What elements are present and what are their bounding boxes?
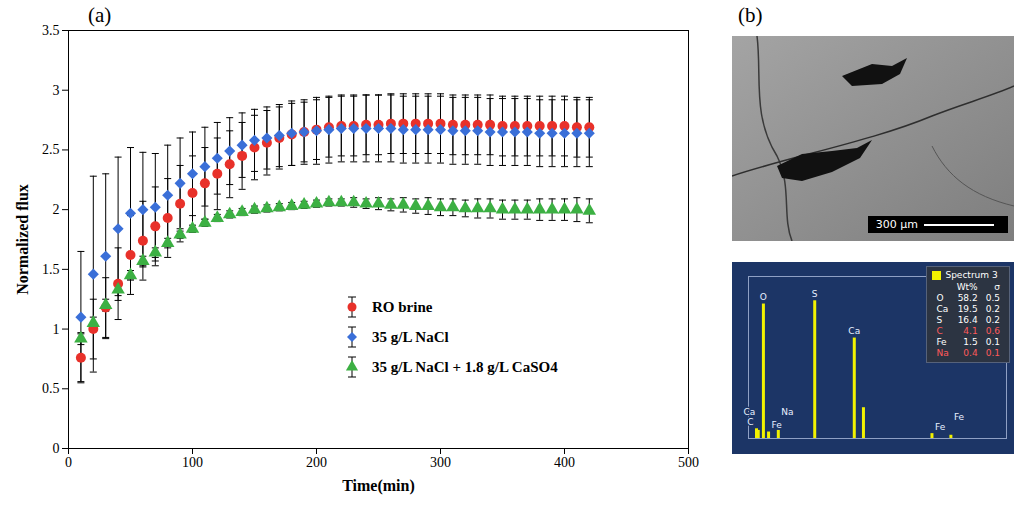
html-text:0.1: 0.1 [985,348,1000,358]
html-text:0.5: 0.5 [985,293,1000,303]
html-text:C: C [936,326,943,336]
svg-text:S: S [812,289,818,299]
svg-text:Fe: Fe [772,420,783,430]
html-text:O: O [936,293,944,303]
svg-text:0: 0 [65,455,72,470]
svg-text:300: 300 [430,455,451,470]
svg-text:500: 500 [678,455,699,470]
html-text:0.2: 0.2 [985,304,1000,314]
svg-text:Normalized flux: Normalized flux [14,184,31,295]
html-text:(b): (b) [738,3,763,27]
svg-text:400: 400 [554,455,575,470]
html-text:16.4: 16.4 [957,315,978,325]
html-text:S: S [936,315,943,325]
svg-text:Ca: Ca [848,326,860,336]
html-text:Ca: Ca [936,304,949,314]
svg-text:0.5: 0.5 [42,381,60,396]
svg-text:Ca: Ca [743,407,755,417]
svg-text:200: 200 [306,455,327,470]
svg-text:1.5: 1.5 [42,262,60,277]
html-text:Spectrum 3: Spectrum 3 [945,270,998,280]
html-text:35 g/L NaCl: 35 g/L NaCl [372,328,449,345]
html-text:0.2: 0.2 [985,315,1000,325]
html-text:1.5: 1.5 [963,337,978,347]
svg-text:0: 0 [53,441,60,456]
html-text:19.5: 19.5 [957,304,978,314]
html-text:Wt%: Wt% [956,282,978,292]
html-text:35 g/L NaCl + 1.8 g/L CaSO4: 35 g/L NaCl + 1.8 g/L CaSO4 [372,358,558,375]
html-text:σ: σ [994,282,1000,292]
html-text:0.6: 0.6 [985,326,1000,336]
html-text:0.1: 0.1 [985,337,1000,347]
html-text:Fe: Fe [936,337,947,347]
svg-text:3: 3 [53,83,60,98]
svg-text:O: O [760,292,767,302]
html-text:Na: Na [936,348,949,358]
svg-text:1: 1 [53,322,60,337]
svg-text:Fe: Fe [935,422,946,432]
svg-text:3.5: 3.5 [42,23,60,38]
svg-text:100: 100 [182,455,203,470]
html-text:(a): (a) [88,3,112,27]
svg-text:2.5: 2.5 [42,142,60,157]
html-text:4.1: 4.1 [963,326,978,336]
html-text:300 μm: 300 μm [875,218,918,231]
svg-text:Na: Na [781,407,793,417]
html-text:0.4: 0.4 [963,348,978,358]
svg-text:C: C [747,417,753,427]
svg-text:Fe: Fe [954,412,965,422]
html-text:58.2: 58.2 [957,293,978,303]
svg-text:Time(min): Time(min) [342,477,415,495]
svg-text:2: 2 [53,202,60,217]
html-text:RO brine: RO brine [372,298,433,315]
